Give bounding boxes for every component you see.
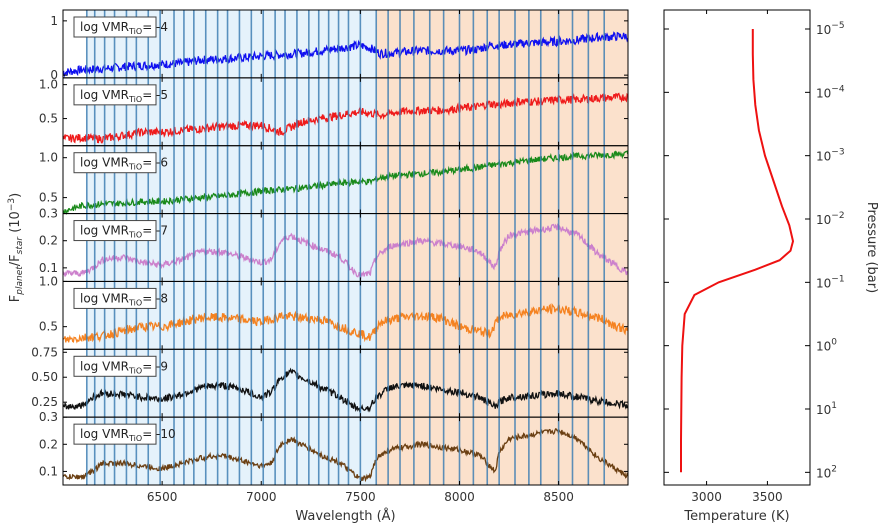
spectrum-line	[62, 302, 629, 344]
y-tick-label: 0.75	[31, 345, 58, 359]
y-tick-label: 0.1	[39, 261, 58, 275]
y-tick-label: 10−4	[816, 84, 845, 100]
x-tick-label: 3500	[752, 490, 783, 504]
y-tick-label: 0.1	[39, 464, 58, 478]
band-blue	[86, 10, 377, 485]
x-axis-title: Wavelength (Å)	[295, 508, 395, 524]
legend-box	[73, 423, 157, 445]
legend-box	[73, 84, 157, 106]
x-tick-label: 7000	[246, 490, 277, 504]
y-tick-label: 0.5	[39, 320, 58, 334]
spectrum-line	[62, 150, 629, 215]
legend-box	[73, 152, 157, 174]
y-tick-label: 0.50	[31, 370, 58, 384]
spectrum-line	[62, 92, 629, 144]
y-tick-label: 1.0	[39, 151, 58, 165]
pt-profile-chart: 3000 3500 Temperature (K) 10−5 10−4 10−3 10−2 1…	[663, 9, 879, 524]
panel-3: 0.1 0.2 0.3 log VMRTiO= -7	[39, 207, 629, 282]
y-tick-label: 100	[816, 338, 837, 354]
legend-label: log VMRTiO= -8	[80, 291, 168, 307]
y-tick-label: 101	[816, 401, 837, 417]
legend-label: log VMRTiO= -9	[80, 359, 168, 375]
y-tick-label: 10−2	[816, 211, 845, 227]
spectrum-line	[62, 428, 629, 483]
y-tick-label: 0.25	[31, 395, 58, 409]
legend-box	[73, 220, 157, 242]
spectrum-line	[62, 31, 629, 78]
y-axis-title: Pressure (bar)	[864, 202, 879, 293]
y-tick-label: 0.5	[39, 112, 58, 126]
pt-frame	[663, 9, 811, 486]
panel-6: 0.1 0.2 0.3 log VMRTiO= -10	[39, 410, 629, 486]
panel-frame	[62, 416, 629, 486]
y-tick-label: 0.2	[39, 437, 58, 451]
panel-1: 0.5 1.0 log VMRTiO= -5	[39, 77, 629, 147]
y-tick-label: 0.5	[39, 191, 58, 205]
y-tick-label: 0.3	[39, 410, 58, 424]
x-axis-title: Temperature (K)	[683, 509, 789, 524]
y-tick-label: 0.2	[39, 234, 58, 248]
y-tick-label: 0.3	[39, 207, 58, 221]
y-tick-label: 1.0	[39, 274, 58, 288]
legend-label: log VMRTiO= -7	[80, 224, 168, 240]
legend-box	[73, 16, 157, 38]
y-tick-label: 10−1	[816, 274, 845, 290]
spectra-chart: 0 1 log VMRTiO= -4 0.5 1.0 log VMRTiO= -5 0.5 1…	[7, 9, 629, 524]
y-tick-label: 0	[50, 68, 58, 82]
panel-4: 0.5 1.0 log VMRTiO= -8	[39, 274, 629, 350]
y-tick-label: 10−5	[816, 21, 845, 37]
x-tick-label: 7500	[345, 490, 376, 504]
x-tick-label: 3000	[691, 490, 722, 504]
spectrum-line	[62, 367, 629, 413]
y-tick-label: 1	[50, 14, 58, 28]
legend-label: log VMRTiO= -5	[80, 88, 168, 104]
pt-profile-line	[680, 29, 795, 473]
spectrum-line	[62, 223, 628, 280]
panel-2: 0.5 1.0 log VMRTiO= -6	[39, 145, 629, 215]
x-tick-label: 8500	[543, 490, 574, 504]
panel-0: 0 1 log VMRTiO= -4	[50, 9, 629, 82]
x-tick-label: 8000	[444, 490, 475, 504]
y-tick-label: 10−3	[816, 148, 845, 164]
legend-label: log VMRTiO= -4	[80, 20, 168, 36]
legend-box	[73, 355, 157, 377]
y-axis-title: Fplanet/Fstar (10−3)	[7, 193, 25, 302]
x-tick-label: 6500	[147, 490, 178, 504]
y-tick-label: 102	[816, 464, 837, 480]
y-tick-label: 1.0	[39, 78, 58, 92]
legend-label: log VMRTiO= -10	[80, 427, 176, 443]
legend-box	[73, 287, 157, 309]
legend-label: log VMRTiO= -6	[80, 156, 168, 172]
